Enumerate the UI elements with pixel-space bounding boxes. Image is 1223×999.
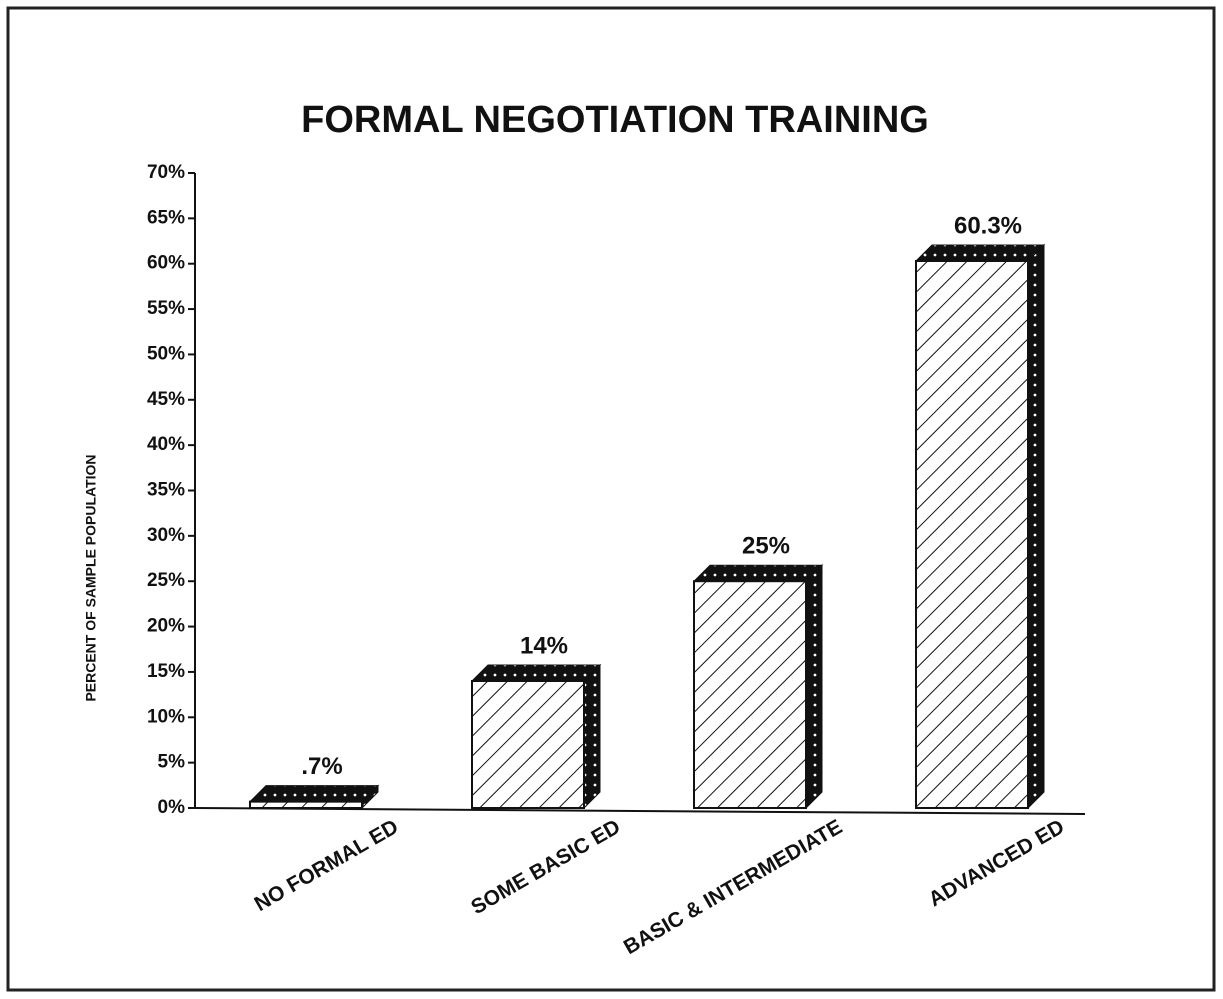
y-tick-label: 15%: [147, 661, 185, 682]
x-tick-label: BASIC & INTERMEDIATE: [620, 815, 846, 959]
value-label: 14%: [520, 632, 568, 659]
frame: [6, 6, 1216, 992]
bar-side: [1027, 243, 1045, 810]
y-tick-label: 25%: [147, 570, 185, 591]
bar-side: [805, 564, 823, 810]
x-tick-label: ADVANCED ED: [925, 815, 1069, 911]
bar-top: [914, 244, 1046, 262]
value-label: .7%: [301, 753, 342, 780]
chart-title: FORMAL NEGOTIATION TRAINING: [301, 99, 929, 141]
x-tick-label: SOME BASIC ED: [467, 815, 624, 919]
y-tick-label: 5%: [158, 752, 186, 773]
bar: [915, 259, 1029, 809]
value-label: 60.3%: [954, 212, 1022, 239]
value-label: 25%: [742, 533, 790, 560]
y-tick-label: 20%: [147, 616, 185, 637]
y-tick-label: 0%: [158, 797, 186, 818]
bar-top: [248, 785, 380, 803]
bar: [249, 800, 363, 810]
x-tick-label: NO FORMAL ED: [251, 815, 403, 916]
y-tick-label: 35%: [147, 480, 185, 501]
y-tick-label: 40%: [147, 434, 185, 455]
bar: [471, 680, 585, 809]
y-tick-label: 60%: [147, 253, 185, 274]
y-tick-label: 70%: [147, 162, 185, 183]
y-tick-label: 10%: [147, 706, 185, 727]
y-tick-label: 45%: [147, 389, 185, 410]
y-axis-label: PERCENT OF SAMPLE POPULATION: [83, 454, 99, 701]
y-tick-label: 55%: [147, 298, 185, 319]
bar: [693, 580, 807, 810]
y-tick-label: 50%: [147, 343, 185, 364]
y-tick-label: 65%: [147, 207, 185, 228]
bar-top: [692, 564, 824, 582]
bar-side: [583, 663, 601, 810]
bar-top: [470, 664, 602, 682]
y-tick-label: 30%: [147, 525, 185, 546]
